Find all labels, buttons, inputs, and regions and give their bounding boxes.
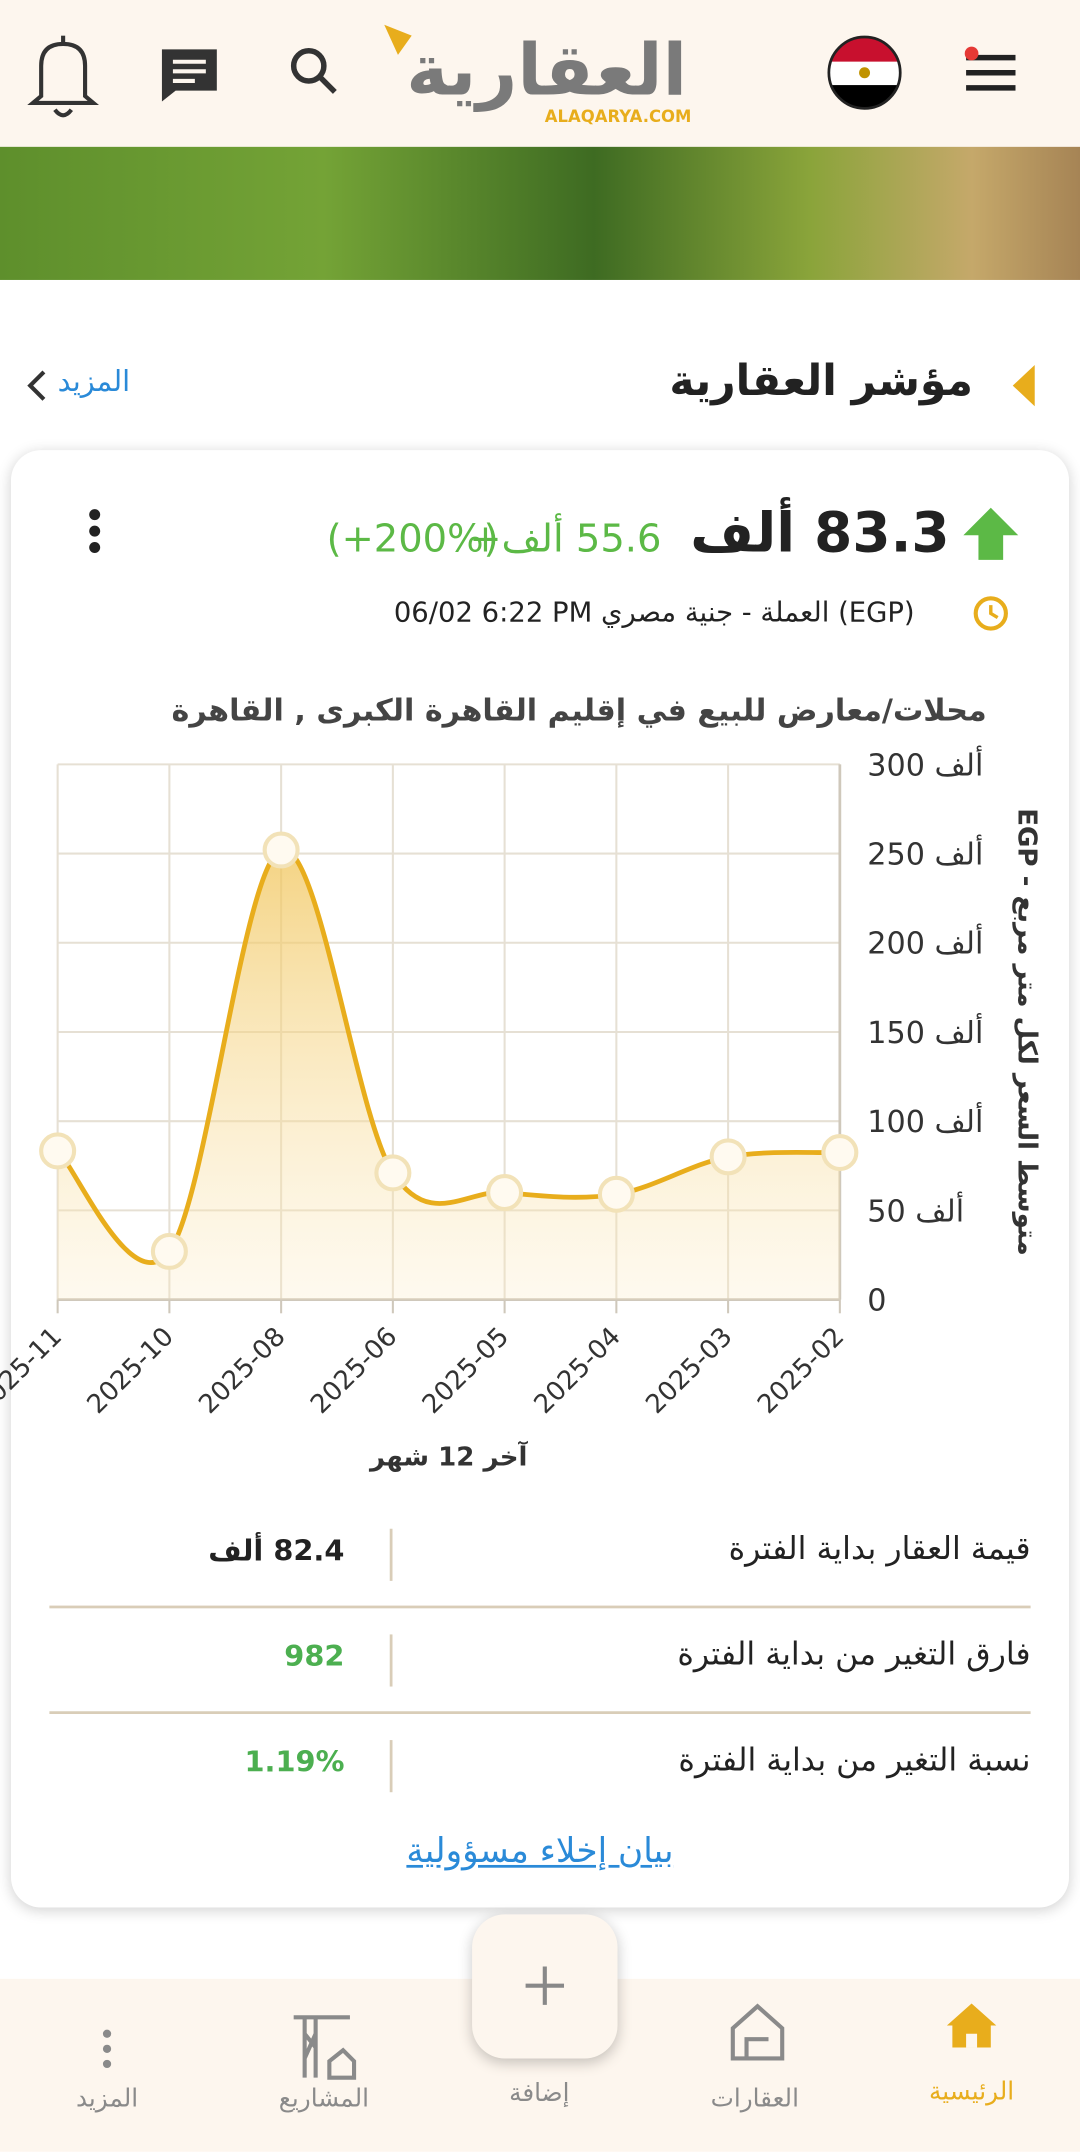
change-percent: (+200%) [326,515,499,562]
area [57,849,840,1300]
chat-icon[interactable] [161,49,217,102]
stat-divider [49,1711,1031,1715]
x-tick-label: 2025-11 [0,1322,68,1420]
stat-label: فارق التغير من بداية الفترة [677,1637,1031,1673]
y-tick-label: 50 ألف [867,1190,964,1229]
point [597,1175,635,1213]
x-tick-label: 2025-06 [305,1322,403,1420]
flag[interactable] [823,35,905,110]
point [262,831,300,869]
stat-separator [389,1634,393,1687]
more-icon[interactable] [102,2029,112,2069]
nav-label[interactable]: العقارات [710,2084,799,2114]
x-tick-label: 2025-04 [529,1322,627,1420]
menu-badge [964,46,979,61]
more-link[interactable]: المزيد [57,365,131,398]
point [486,1174,524,1212]
stat-label: نسبة التغير من بداية الفترة [678,1742,1031,1779]
nav-label[interactable]: المزيد [75,2084,139,2114]
change-value: 55.6 ألف+ [469,515,662,562]
banner [0,146,1080,280]
stat-separator [389,1740,393,1793]
x-tick-label: 2025-03 [640,1322,738,1420]
chart-title: محلات/معارض للبيع في إقليم القاهرة الكبر… [171,694,987,729]
stat-value: 1.19% [244,1745,345,1779]
y-tick-label: 250 ألف [867,834,983,873]
y-tick-label: 0 [867,1284,886,1319]
y-tick-label: 100 ألف [867,1101,983,1140]
chart: 0 50 ألف 100 ألف 150 ألف 200 ألف 250 ألف 300 أ… [0,744,1041,1473]
menu-icon[interactable] [966,54,1016,91]
bell-icon[interactable] [27,35,100,118]
current-value: 83.3 ألف [690,502,950,566]
disclaimer-link[interactable]: بيان إخلاء مسؤولية [406,1830,674,1871]
timestamp: 06/02 6:22 PM العملة - جنية مصري (EGP) [393,595,915,629]
search-icon[interactable] [290,48,337,94]
y-tick-label: 200 ألف [867,923,983,962]
properties-icon[interactable] [730,2003,785,2061]
point [39,1132,77,1170]
nav-label[interactable]: إضافة [509,2079,570,2108]
nav-icons [102,2003,997,2080]
stat-value: 982 [284,1639,345,1673]
point [709,1138,747,1176]
y-tick-label: 300 ألف [867,744,983,783]
x-axis-title: آخر 12 شهر [368,1441,528,1473]
nav-label[interactable]: المشاريع [278,2084,369,2114]
logo-mark [384,24,412,55]
home-icon[interactable] [946,2003,997,2048]
point [821,1134,859,1172]
clock-icon [973,596,1008,631]
nav-label[interactable]: الرئيسية [929,2077,1015,2107]
logo: العقارية [406,30,688,113]
x-tick-label: 2025-02 [752,1322,850,1420]
x-tick-label: 2025-10 [82,1322,180,1420]
x-tick-label: 2025-08 [193,1322,291,1420]
options-icon[interactable] [75,505,116,560]
section-title: مؤشر العقارية [669,356,973,407]
logo-sub: ALAQARYA.COM [544,107,692,127]
add-button[interactable] [472,1914,618,2059]
stat-separator [389,1528,393,1581]
plus-icon [525,1966,565,2005]
point [374,1154,412,1192]
x-tick-label: 2025-05 [417,1322,515,1420]
projects-icon[interactable] [293,2015,357,2080]
stat-value: 82.4 ألف [208,1534,345,1568]
up-arrow [963,507,1019,560]
header-icons [27,24,1016,118]
chevron [27,370,46,401]
stat-divider [49,1605,1031,1609]
card [10,450,1070,1908]
y-tick-label: 150 ألف [867,1012,983,1051]
y-axis-title: متوسط السعر لكل متر مربع - EGP [1011,808,1041,1256]
point [150,1232,188,1270]
stat-label: قيمة العقار بداية الفترة [728,1531,1031,1568]
section-marker [1012,365,1035,407]
